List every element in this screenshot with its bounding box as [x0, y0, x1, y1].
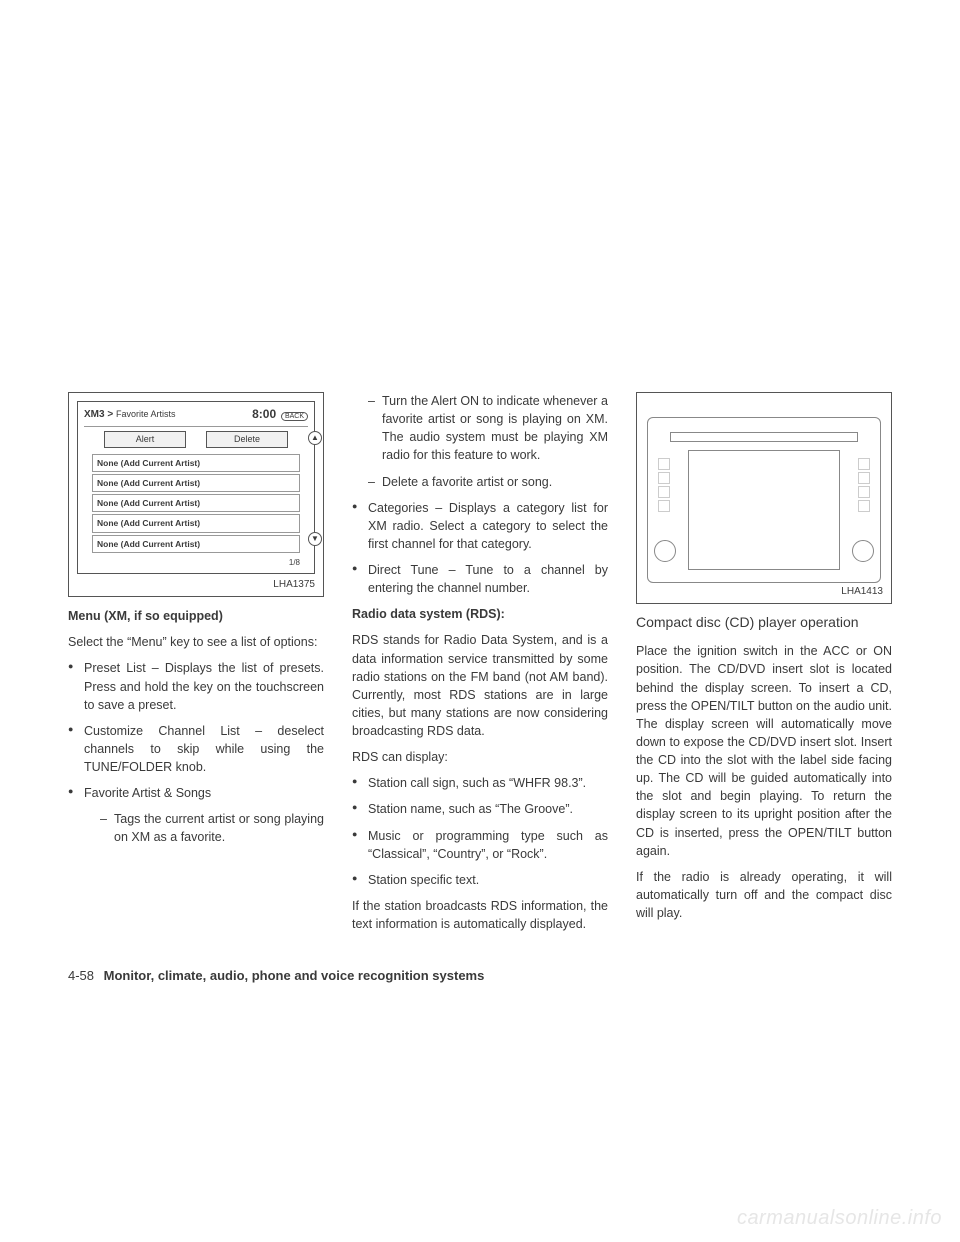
figure-2: LHA1413 [636, 392, 892, 604]
bullet-item: Station specific text. [352, 871, 608, 889]
bullet-item: Favorite Artist & Songs Tags the current… [68, 784, 324, 846]
down-arrow-icon: ▼ [308, 532, 322, 546]
back-icon: BACK [281, 412, 308, 421]
bullet-item: Music or programming type such as “Class… [352, 827, 608, 863]
bullet-item: Station call sign, such as “WHFR 98.3”. [352, 774, 608, 792]
dash-item: Tags the current artist or song playing … [100, 810, 324, 846]
col1-heading: Menu (XM, if so equipped) [68, 607, 324, 625]
fig1-time: 8:00 [252, 407, 276, 421]
bullet-item: Station name, such as “The Groove”. [352, 800, 608, 818]
left-buttons-icon [658, 458, 670, 512]
bullet-item: Preset List – Displays the list of prese… [68, 659, 324, 713]
figure1-label: LHA1375 [77, 578, 315, 593]
figure-1: XM3 > Favorite Artists 8:00 BACK Alert D… [68, 392, 324, 597]
rds-para3: If the station broadcasts RDS informatio… [352, 897, 608, 933]
fig1-row: None (Add Current Artist) [92, 514, 300, 532]
rds-para1: RDS stands for Radio Data System, and is… [352, 631, 608, 740]
rds-heading: Radio data system (RDS): [352, 605, 608, 623]
knob-right-icon [852, 540, 874, 562]
column-right: LHA1413 Compact disc (CD) player operati… [636, 392, 892, 941]
cd-slot-icon [670, 432, 858, 442]
bullet-item: Direct Tune – Tune to a channel by enter… [352, 561, 608, 597]
up-arrow-icon: ▲ [308, 431, 322, 445]
fig1-breadcrumb-sub: Favorite Artists [116, 409, 176, 419]
page-content: XM3 > Favorite Artists 8:00 BACK Alert D… [68, 392, 892, 941]
figure2-label: LHA1413 [841, 585, 883, 600]
col3-p2: If the radio is already operating, it wi… [636, 868, 892, 922]
page-footer: 4-58 Monitor, climate, audio, phone and … [68, 968, 484, 983]
bullet-item: Categories – Displays a category list fo… [352, 499, 608, 553]
fig1-delete-button: Delete [206, 431, 288, 448]
radio-unit-illustration [647, 417, 881, 583]
knob-left-icon [654, 540, 676, 562]
fig1-row: None (Add Current Artist) [92, 474, 300, 492]
section-title: Monitor, climate, audio, phone and voice… [104, 968, 485, 983]
fig1-header: XM3 > Favorite Artists 8:00 BACK [84, 406, 308, 427]
dash-item: Delete a favorite artist or song. [368, 473, 608, 491]
col3-p1: Place the ignition switch in the ACC or … [636, 642, 892, 860]
column-left: XM3 > Favorite Artists 8:00 BACK Alert D… [68, 392, 324, 941]
page-number: 4-58 [68, 968, 94, 983]
fig1-row: None (Add Current Artist) [92, 535, 300, 553]
fig1-row: None (Add Current Artist) [92, 454, 300, 472]
watermark: carmanualsonline.info [737, 1207, 942, 1230]
right-buttons-icon [858, 458, 870, 512]
fig1-breadcrumb: XM3 > [84, 409, 113, 420]
fig1-alert-button: Alert [104, 431, 186, 448]
rds-para2: RDS can display: [352, 748, 608, 766]
fig1-row: None (Add Current Artist) [92, 494, 300, 512]
display-screen-icon [688, 450, 840, 570]
col3-heading: Compact disc (CD) player operation [636, 612, 892, 632]
col1-intro: Select the “Menu” key to see a list of o… [68, 633, 324, 651]
dash-item: Turn the Alert ON to indicate whenever a… [368, 392, 608, 465]
fig1-pagecount: 1/8 [84, 555, 308, 569]
bullet-text: Favorite Artist & Songs [84, 786, 211, 800]
bullet-item: Customize Channel List – deselect channe… [68, 722, 324, 776]
column-middle: Turn the Alert ON to indicate whenever a… [352, 392, 608, 941]
